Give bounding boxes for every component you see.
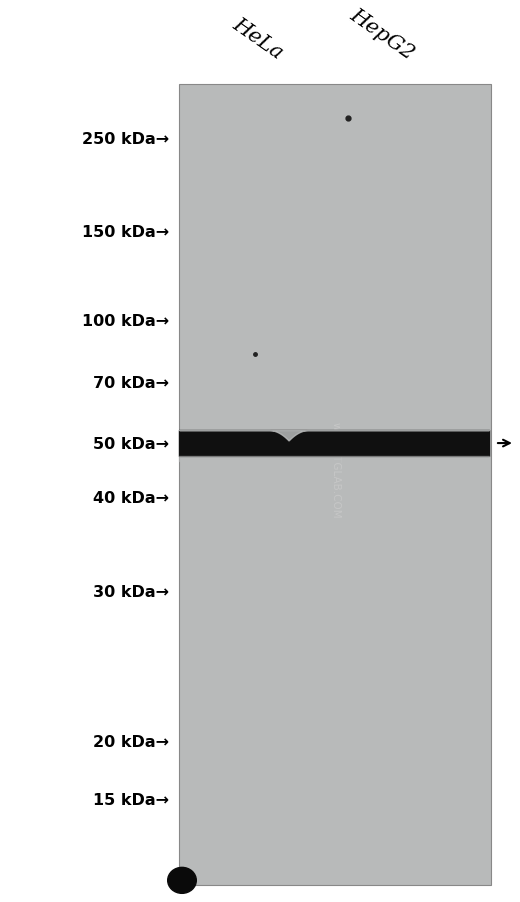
Text: www.PTGLAB.COM: www.PTGLAB.COM — [330, 421, 341, 518]
Text: 70 kDa→: 70 kDa→ — [93, 375, 169, 391]
Text: 250 kDa→: 250 kDa→ — [82, 132, 169, 147]
Ellipse shape — [167, 868, 197, 893]
Bar — [179, 85, 491, 885]
Text: 40 kDa→: 40 kDa→ — [93, 491, 169, 505]
Text: 100 kDa→: 100 kDa→ — [82, 313, 169, 328]
Text: 150 kDa→: 150 kDa→ — [82, 225, 169, 240]
Text: 50 kDa→: 50 kDa→ — [93, 436, 169, 451]
Text: 20 kDa→: 20 kDa→ — [93, 734, 169, 750]
Text: HepG2: HepG2 — [346, 5, 418, 63]
Text: 30 kDa→: 30 kDa→ — [93, 584, 169, 600]
Text: HeLa: HeLa — [229, 14, 286, 63]
Text: 15 kDa→: 15 kDa→ — [93, 793, 169, 807]
